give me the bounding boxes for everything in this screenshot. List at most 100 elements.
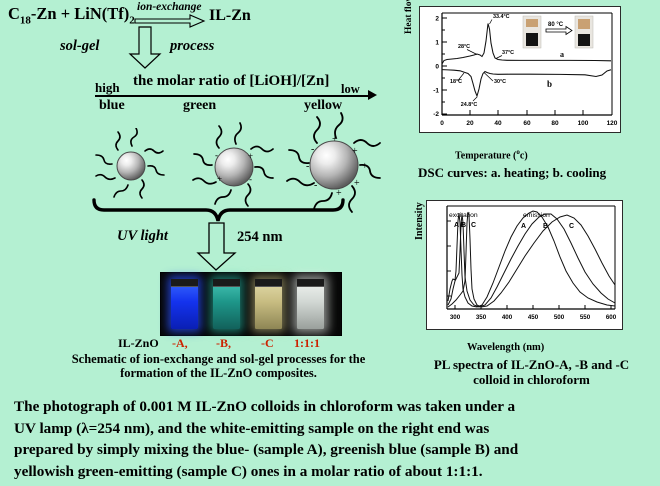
svg-text:-1: -1	[433, 88, 439, 95]
svg-text:0: 0	[440, 120, 444, 127]
cuvette-sample-mix	[297, 279, 324, 329]
svg-text:-: -	[314, 180, 317, 191]
ion-exchange-arrow-icon	[134, 14, 206, 28]
dsc-annotation-37: 37°C	[502, 50, 514, 56]
svg-text:+: +	[217, 174, 222, 184]
sol-gel-label: sol-gel	[60, 38, 100, 54]
svg-text:-2: -2	[433, 111, 439, 118]
svg-text:1: 1	[435, 40, 439, 47]
reactant-c18zn: C18-Zn	[8, 4, 57, 27]
pl-series-letter-c-exc: C	[471, 222, 476, 229]
svg-text:20: 20	[466, 120, 474, 127]
ion-exchange-label: ion-exchange	[137, 1, 202, 13]
pl-caption-line2: colloid in chloroform	[473, 372, 590, 387]
svg-text:400: 400	[502, 314, 513, 321]
cuvette-sample-a	[171, 279, 198, 329]
svg-text:+: +	[362, 161, 368, 172]
process-label: process	[170, 38, 215, 54]
nanoparticle-small	[95, 128, 165, 199]
svg-text:+: +	[352, 146, 358, 157]
svg-text:-: -	[311, 144, 314, 155]
main-caption-line2: UV lamp (λ=254 nm), and the white-emitti…	[14, 419, 490, 437]
dsc-annotation-334: 33.4°C	[493, 14, 510, 20]
color-label-blue: blue	[99, 98, 125, 113]
ratio-high-label: high	[95, 80, 120, 95]
svg-text:100: 100	[578, 120, 589, 127]
photo-label-prefix: IL-ZnO	[118, 336, 159, 350]
sol-gel-down-arrow-icon	[128, 26, 162, 69]
dsc-annotation-28: 28°C	[458, 44, 470, 50]
main-caption-line4: yellowish green-emitting (sample C) ones…	[14, 462, 483, 480]
photo-label-mix: 1:1:1	[294, 336, 320, 350]
nanoparticle-medium: - + + -	[192, 122, 274, 207]
cuvette-sample-b	[213, 279, 240, 329]
schematic-caption-line1: Schematic of ion-exchange and sol-gel pr…	[71, 352, 366, 366]
pl-y-axis-label: Intensity	[414, 202, 425, 240]
cuvette-sample-c	[255, 279, 282, 329]
dsc-x-axis-label: Temperature (oc)	[455, 148, 528, 162]
pl-caption-line1: PL spectra of IL-ZnO-A, -B and -C	[433, 357, 630, 372]
dsc-plot: 2 1 0 -1 -2 0 20 40 60 80 100 120 33.4°C	[433, 12, 618, 127]
main-caption: The photograph of 0.001 M IL-ZnO colloid…	[14, 396, 648, 482]
svg-text:550: 550	[580, 314, 591, 321]
ratio-axis-line	[95, 95, 370, 97]
svg-text:-: -	[215, 150, 218, 160]
pl-chart: 300 350 400 450 500 550 600 excitation emiss…	[426, 200, 623, 330]
ratio-low-label: low	[341, 82, 360, 96]
pl-series-letter-b-em: B	[543, 223, 548, 230]
svg-text:350: 350	[476, 314, 487, 321]
pl-series-letter-c-em: C	[569, 223, 574, 230]
schematic-caption: Schematic of ion-exchange and sol-gel pr…	[46, 352, 391, 380]
svg-text:-: -	[306, 161, 309, 172]
nanoparticle-large: -++ - + -++	[286, 112, 381, 213]
dsc-curve-b-label: b	[547, 79, 552, 89]
svg-text:40: 40	[494, 120, 502, 127]
svg-text:-: -	[249, 174, 252, 184]
svg-text:0: 0	[435, 64, 439, 71]
svg-text:+: +	[354, 178, 360, 189]
pl-x-axis-label: Wavelength (nm)	[467, 342, 545, 353]
pl-label-emission: emission	[523, 212, 550, 219]
svg-text:120: 120	[607, 120, 618, 127]
photo-label-a: -A,	[172, 336, 188, 350]
svg-text:2: 2	[435, 16, 439, 23]
product-ilzn: IL-Zn	[209, 7, 251, 24]
dsc-inset-panel-label: a	[560, 50, 564, 59]
dsc-annotation-248: 24.8°C	[461, 102, 478, 108]
dsc-annotation-30: 30°C	[494, 79, 506, 85]
schematic-caption-line2: formation of the IL-ZnO composites.	[120, 366, 317, 380]
dsc-inset-temp-label: 80 °C	[548, 22, 564, 28]
photo-label-c: -C	[261, 336, 274, 350]
chemical-equation: C18-Zn + LiN(Tf)2	[8, 4, 135, 26]
color-label-yellow: yellow	[304, 98, 343, 113]
cuvette-photograph	[160, 272, 342, 336]
svg-text:80: 80	[551, 120, 559, 127]
svg-text:60: 60	[523, 120, 531, 127]
photo-label-b: -B,	[216, 336, 231, 350]
dsc-inset: 80 °C a	[522, 15, 594, 59]
svg-text:+: +	[336, 188, 342, 199]
main-caption-line1: The photograph of 0.001 M IL-ZnO colloid…	[14, 398, 516, 415]
main-caption-line3: prepared by simply mixing the blue- (sam…	[14, 441, 519, 458]
pl-series-letter-a-em: A	[521, 223, 526, 230]
cuvette-cap	[213, 279, 240, 287]
svg-text:300: 300	[450, 314, 461, 321]
pl-label-excitation: excitation	[449, 212, 478, 219]
dsc-annotation-18: 18°C	[450, 79, 462, 85]
dsc-inset-arrow-icon	[545, 25, 573, 36]
cuvette-cap	[255, 279, 282, 287]
svg-text:500: 500	[554, 314, 565, 321]
svg-text:+: +	[248, 151, 253, 161]
curly-brace-icon	[92, 198, 345, 222]
pl-caption: PL spectra of IL-ZnO-A, -B and -C colloi…	[409, 357, 654, 387]
uv-down-arrow-icon	[196, 222, 237, 271]
ratio-axis-title: the molar ratio of [LiOH]/[Zn]	[133, 73, 330, 89]
cuvette-cap	[297, 279, 324, 287]
cuvette-cap	[171, 279, 198, 287]
svg-text:600: 600	[606, 314, 617, 321]
plus-sign: +	[60, 4, 71, 23]
dsc-chart: 2 1 0 -1 -2 0 20 40 60 80 100 120 33.4°C	[419, 6, 621, 133]
ratio-axis-arrowhead-icon	[368, 90, 377, 100]
pl-series-letter-a-exc: A	[454, 222, 459, 229]
